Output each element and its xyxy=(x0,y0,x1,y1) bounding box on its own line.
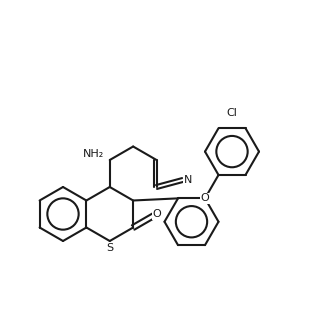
Text: NH₂: NH₂ xyxy=(82,149,104,159)
Text: N: N xyxy=(184,175,192,185)
Text: S: S xyxy=(106,243,113,253)
Text: Cl: Cl xyxy=(227,107,237,118)
Text: O: O xyxy=(201,193,209,204)
Text: O: O xyxy=(152,209,161,219)
